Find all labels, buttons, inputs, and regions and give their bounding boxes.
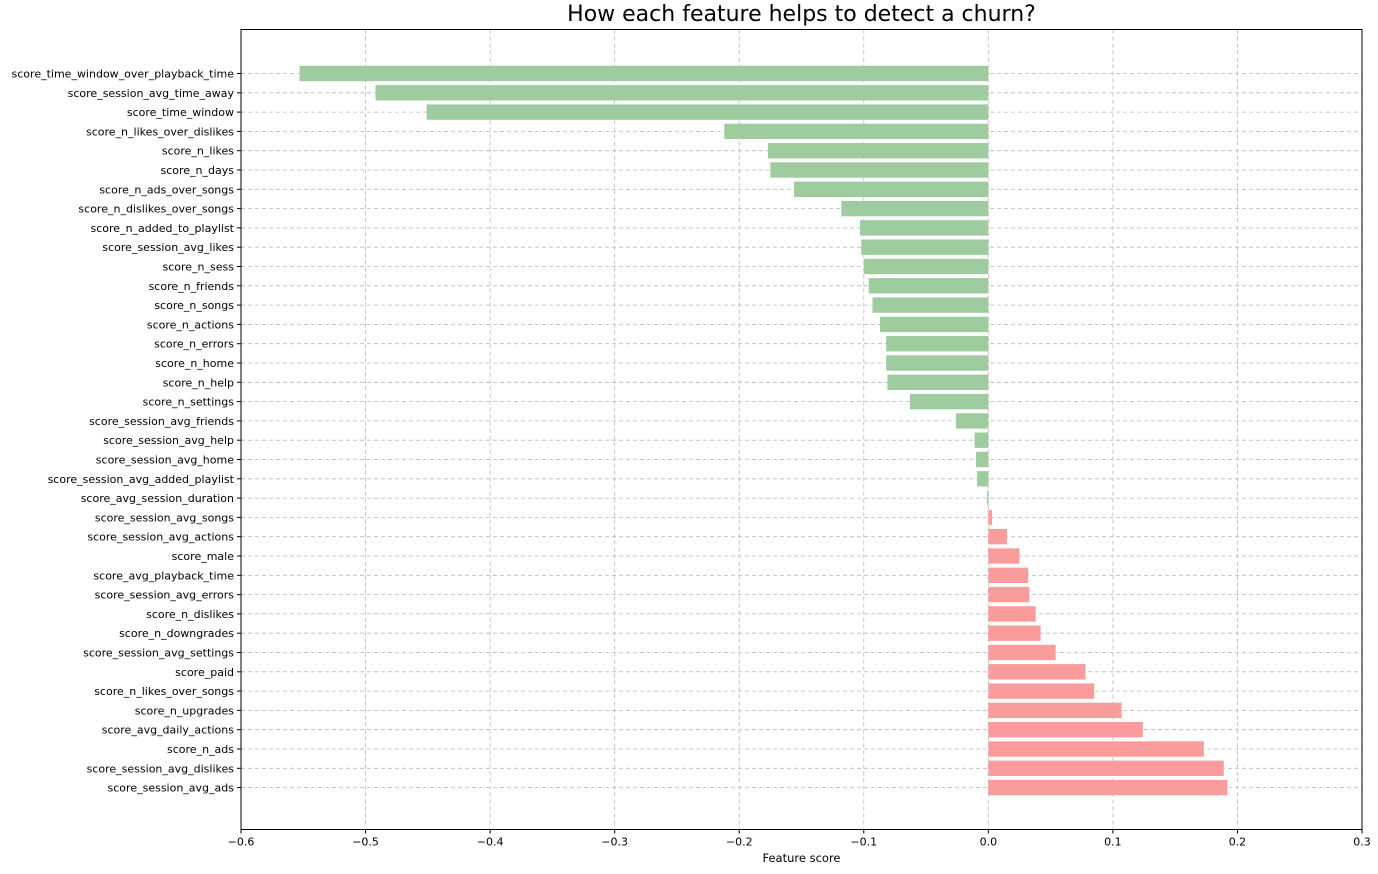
y-tick-label: score_n_dislikes bbox=[146, 608, 234, 621]
bar bbox=[841, 200, 989, 217]
x-tick-label: −0.6 bbox=[228, 836, 255, 849]
bar bbox=[987, 490, 989, 506]
bar bbox=[724, 123, 989, 140]
y-tick-label: score_n_upgrades bbox=[135, 704, 234, 717]
bar bbox=[988, 586, 1030, 603]
bar bbox=[988, 644, 1056, 661]
y-tick-label: score_n_dislikes_over_songs bbox=[78, 203, 234, 216]
x-tick-label: −0.1 bbox=[850, 836, 877, 849]
y-tick-label: score_n_likes bbox=[162, 145, 234, 158]
bar bbox=[974, 432, 989, 448]
bar bbox=[988, 548, 1020, 564]
x-tick-label: −0.5 bbox=[352, 836, 379, 849]
y-tick-label: score_n_sess bbox=[163, 261, 235, 274]
y-tick-label: score_n_likes_over_songs bbox=[94, 685, 234, 698]
bar bbox=[872, 297, 989, 313]
bar bbox=[794, 181, 989, 197]
bar bbox=[955, 413, 989, 429]
bar bbox=[868, 278, 989, 294]
x-tick-label: −0.3 bbox=[601, 836, 628, 849]
bar bbox=[879, 316, 989, 333]
bar bbox=[886, 355, 989, 371]
y-tick-label: score_n_home bbox=[155, 357, 234, 370]
y-tick-label: score_session_avg_friends bbox=[89, 415, 234, 428]
y-tick-label: score_n_errors bbox=[154, 338, 234, 351]
bar bbox=[988, 760, 1224, 776]
y-tick-label: score_session_avg_home bbox=[96, 454, 234, 467]
bars bbox=[299, 65, 1228, 796]
y-tick-label: score_n_added_to_playlist bbox=[91, 222, 235, 235]
y-tick-label: score_session_avg_songs bbox=[95, 511, 234, 524]
bar bbox=[988, 779, 1228, 796]
bar bbox=[988, 741, 1204, 757]
y-axis: score_time_window_over_playback_timescor… bbox=[12, 68, 241, 795]
bar bbox=[909, 393, 989, 410]
x-tick-label: −0.2 bbox=[726, 836, 753, 849]
y-tick-label: score_session_avg_actions bbox=[87, 531, 234, 544]
bar bbox=[975, 451, 989, 468]
bar bbox=[988, 509, 993, 526]
bar bbox=[863, 258, 989, 275]
x-tick-label: 0.3 bbox=[1353, 836, 1371, 849]
y-tick-label: score_n_ads_over_songs bbox=[99, 183, 234, 196]
bar bbox=[988, 606, 1036, 622]
y-tick-label: score_session_avg_settings bbox=[83, 647, 234, 660]
bar bbox=[886, 336, 989, 352]
y-tick-label: score_session_avg_errors bbox=[95, 589, 235, 602]
bar bbox=[860, 220, 989, 236]
bar bbox=[770, 162, 989, 178]
x-tick-label: 0.2 bbox=[1229, 836, 1247, 849]
bar bbox=[988, 702, 1122, 719]
y-tick-label: score_n_downgrades bbox=[119, 627, 234, 640]
y-tick-label: score_paid bbox=[175, 666, 234, 679]
bar bbox=[426, 104, 989, 120]
bar bbox=[988, 664, 1086, 680]
x-axis-label: Feature score bbox=[762, 851, 840, 865]
y-tick-label: score_session_avg_ads bbox=[108, 782, 235, 795]
bar bbox=[767, 143, 989, 159]
y-tick-label: score_avg_daily_actions bbox=[102, 724, 234, 737]
x-tick-label: 0.1 bbox=[1104, 836, 1122, 849]
y-tick-label: score_male bbox=[172, 550, 235, 563]
y-tick-label: score_session_avg_help bbox=[103, 434, 234, 447]
bar bbox=[887, 374, 989, 390]
bar bbox=[988, 625, 1041, 641]
y-tick-label: score_session_avg_dislikes bbox=[87, 762, 235, 775]
bar bbox=[988, 722, 1143, 738]
bar bbox=[988, 683, 1095, 699]
y-tick-label: score_avg_playback_time bbox=[93, 569, 234, 582]
bar bbox=[375, 85, 989, 101]
bar bbox=[988, 529, 1008, 545]
bar bbox=[988, 567, 1029, 583]
y-tick-label: score_session_avg_added_playlist bbox=[48, 473, 235, 486]
y-tick-label: score_n_ads bbox=[167, 743, 234, 756]
y-tick-label: score_session_avg_time_away bbox=[68, 87, 235, 100]
bar bbox=[977, 471, 989, 487]
y-tick-label: score_n_songs bbox=[154, 299, 234, 312]
x-tick-label: 0.0 bbox=[980, 836, 998, 849]
y-tick-label: score_n_likes_over_dislikes bbox=[86, 125, 234, 138]
bar bbox=[299, 65, 989, 82]
y-tick-label: score_n_friends bbox=[149, 280, 235, 293]
y-tick-label: score_n_settings bbox=[143, 396, 235, 409]
y-tick-label: score_time_window_over_playback_time bbox=[12, 68, 235, 81]
y-tick-label: score_session_avg_likes bbox=[102, 241, 234, 254]
x-tick-label: −0.4 bbox=[477, 836, 504, 849]
bar bbox=[861, 239, 989, 255]
y-tick-label: score_n_days bbox=[161, 164, 235, 177]
y-tick-label: score_n_actions bbox=[147, 318, 234, 331]
chart-title: How each feature helps to detect a churn… bbox=[567, 2, 1036, 27]
plot-frame bbox=[240, 29, 1363, 830]
x-axis: −0.6 −0.5 −0.4 −0.3 −0.2 −0.1 0.0 0.1 0.2 0.3 bbox=[228, 829, 1371, 849]
y-tick-label: score_time_window bbox=[127, 106, 234, 119]
y-tick-label: score_avg_session_duration bbox=[81, 492, 234, 505]
y-tick-label: score_n_help bbox=[163, 376, 234, 389]
